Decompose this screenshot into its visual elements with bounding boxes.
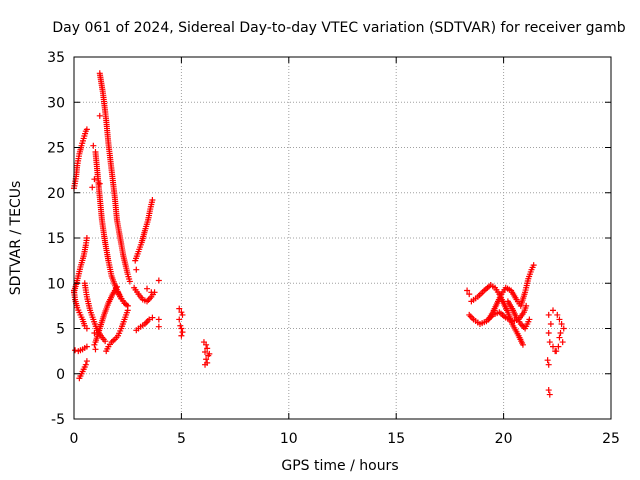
data-point <box>544 357 551 364</box>
data-point <box>179 311 186 318</box>
data-point <box>545 330 552 337</box>
data-point <box>83 235 90 241</box>
data-point <box>83 358 90 365</box>
data-point <box>155 316 162 323</box>
data-point <box>558 320 565 327</box>
y-tick-label: -5 <box>51 412 65 428</box>
data-point <box>519 341 526 348</box>
data-point <box>203 341 210 348</box>
data-point <box>92 346 99 353</box>
data-point <box>82 361 89 368</box>
y-tick-label: 30 <box>47 95 65 111</box>
y-tick-label: 15 <box>47 231 65 247</box>
data-point <box>89 184 96 191</box>
chart-title: Day 061 of 2024, Sidereal Day-to-day VTE… <box>52 20 625 36</box>
data-point <box>178 309 185 316</box>
data-point <box>203 356 210 363</box>
data-point <box>91 341 98 348</box>
data-point <box>176 305 183 312</box>
data-markers <box>71 70 567 398</box>
y-tick-label: 35 <box>47 50 65 66</box>
y-axis-label: SDTVAR / TECUs <box>8 181 24 296</box>
data-point <box>72 347 79 354</box>
data-point <box>546 391 553 398</box>
grid-lines <box>74 57 611 419</box>
x-tick-label: 20 <box>495 431 513 447</box>
y-tick-label: 5 <box>56 322 65 338</box>
data-point <box>545 311 552 318</box>
data-point <box>91 176 98 183</box>
data-point <box>148 289 155 296</box>
data-point <box>83 343 90 350</box>
data-point <box>146 316 153 323</box>
data-point <box>102 338 109 345</box>
data-point <box>178 325 185 332</box>
data-point <box>124 302 131 309</box>
data-point <box>545 361 552 368</box>
data-point <box>556 334 563 341</box>
data-point <box>559 339 566 346</box>
data-point <box>155 323 162 330</box>
data-point <box>149 196 156 203</box>
data-point <box>155 277 162 284</box>
data-point <box>126 278 133 285</box>
data-point <box>202 361 209 368</box>
data-point <box>133 266 140 273</box>
data-point <box>176 316 183 323</box>
data-point <box>83 325 90 332</box>
data-point <box>464 287 471 294</box>
data-point <box>546 339 553 346</box>
data-point <box>149 314 156 321</box>
data-point <box>144 285 151 292</box>
data-point <box>179 329 186 336</box>
y-tick-label: 20 <box>47 186 65 202</box>
x-axis-label: GPS time / hours <box>281 458 398 474</box>
data-point <box>523 302 530 309</box>
data-point <box>466 291 473 298</box>
data-point <box>91 330 98 337</box>
y-tick-label: 10 <box>47 276 65 292</box>
data-point <box>557 330 564 337</box>
x-tick-label: 25 <box>602 431 620 447</box>
data-point <box>96 180 103 187</box>
data-point <box>553 348 560 355</box>
data-point <box>206 350 213 357</box>
x-tick-label: 10 <box>280 431 298 447</box>
data-point <box>556 316 563 323</box>
data-point <box>560 325 567 332</box>
data-point <box>530 262 537 269</box>
x-tick-label: 5 <box>177 431 186 447</box>
y-tick-label: 0 <box>56 367 65 383</box>
data-point <box>547 320 554 327</box>
x-tick-label: 15 <box>387 431 405 447</box>
data-point <box>555 343 562 350</box>
data-point <box>177 322 184 329</box>
axes-ticks: 0 5 10 15 20 25 -5 0 5 10 15 20 25 30 35 <box>47 50 620 447</box>
data-point <box>550 343 557 350</box>
data-point <box>90 142 97 149</box>
data-point <box>526 316 533 323</box>
data-point <box>202 349 209 356</box>
data-point <box>204 345 211 352</box>
data-point <box>550 307 557 314</box>
data-point <box>545 387 552 394</box>
data-point <box>113 283 120 290</box>
data-point <box>178 332 185 339</box>
data-point <box>83 126 90 133</box>
data-point <box>554 311 561 318</box>
y-tick-label: 25 <box>47 141 65 157</box>
x-tick-label: 0 <box>70 431 79 447</box>
data-point <box>96 112 103 119</box>
